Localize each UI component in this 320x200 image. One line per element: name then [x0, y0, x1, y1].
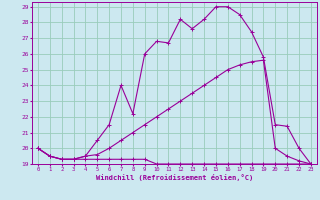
X-axis label: Windchill (Refroidissement éolien,°C): Windchill (Refroidissement éolien,°C)	[96, 174, 253, 181]
